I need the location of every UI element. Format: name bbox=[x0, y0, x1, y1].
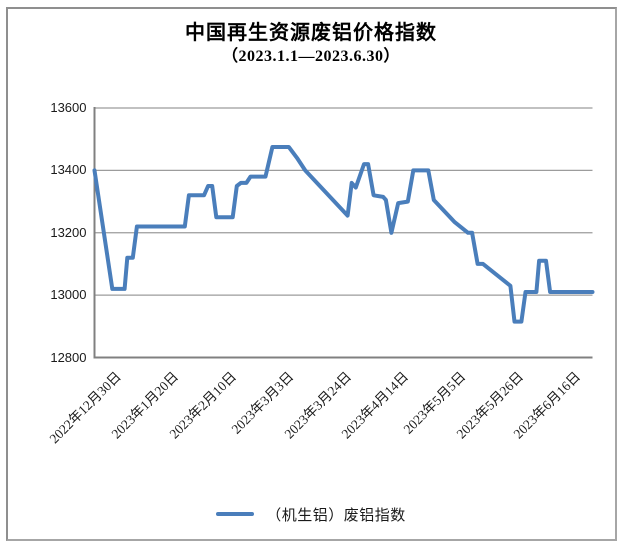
legend: （机生铝）废铝指数 bbox=[0, 503, 622, 525]
y-tick-label: 13200 bbox=[50, 224, 87, 240]
chart-title: 中国再生资源废铝价格指数 bbox=[185, 22, 437, 44]
legend-series-label: （机生铝）废铝指数 bbox=[266, 507, 406, 524]
gridlines bbox=[94, 107, 593, 296]
chart-subtitle: （2023.1.1—2023.6.30） bbox=[221, 48, 400, 65]
axes bbox=[93, 107, 593, 359]
y-tick-label: 12800 bbox=[50, 349, 87, 365]
y-tick-label: 13400 bbox=[50, 162, 87, 178]
y-tick-label: 13600 bbox=[50, 100, 87, 115]
price-index-line bbox=[92, 145, 595, 324]
y-tick-label: 13000 bbox=[50, 287, 87, 303]
legend-line-marker bbox=[216, 512, 255, 516]
